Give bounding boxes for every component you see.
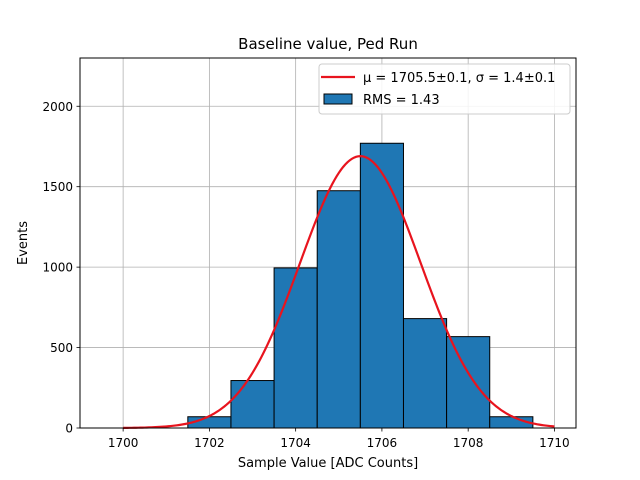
x-axis-label: Sample Value [ADC Counts]	[238, 456, 418, 471]
legend-histogram-label: RMS = 1.43	[363, 93, 440, 108]
plot-area: 1700 1702 1704 1706 1708 1710 0 500 1000 1500 2000	[42, 57, 577, 450]
y-tick-label: 500	[50, 341, 73, 355]
histogram-bar	[230, 380, 275, 429]
histogram-bar	[402, 318, 448, 429]
histogram-bar	[359, 142, 404, 429]
histogram-bar	[316, 190, 361, 429]
legend-fit-label: μ = 1705.5±0.1, σ = 1.4±0.1	[363, 71, 555, 86]
axes-frame	[79, 57, 577, 429]
y-axis-label: Events	[16, 221, 31, 265]
x-tick-label: 1710	[539, 436, 570, 450]
legend-histogram-swatch	[323, 93, 353, 105]
histogram-bar	[273, 267, 318, 429]
legend-frame	[318, 63, 571, 115]
chart-title: Baseline value, Ped Run	[238, 35, 418, 53]
gaussian-fit-curve	[123, 155, 555, 429]
x-tick-label: 1702	[194, 436, 225, 450]
y-tick-label: 1000	[42, 261, 73, 275]
legend: μ = 1705.5±0.1, σ = 1.4±0.1 RMS = 1.43	[318, 63, 571, 115]
histogram-bar	[446, 336, 491, 429]
y-tick-label: 2000	[42, 100, 73, 114]
x-tick-label: 1704	[280, 436, 311, 450]
x-tick-label: 1700	[108, 436, 139, 450]
x-tick-label: 1706	[367, 436, 398, 450]
x-tick-label: 1708	[453, 436, 484, 450]
y-tick-label: 0	[65, 422, 73, 436]
axis-ticks: 1700 1702 1704 1706 1708 1710 0 500 1000 1500 2000	[42, 100, 569, 450]
y-tick-label: 1500	[42, 180, 73, 194]
